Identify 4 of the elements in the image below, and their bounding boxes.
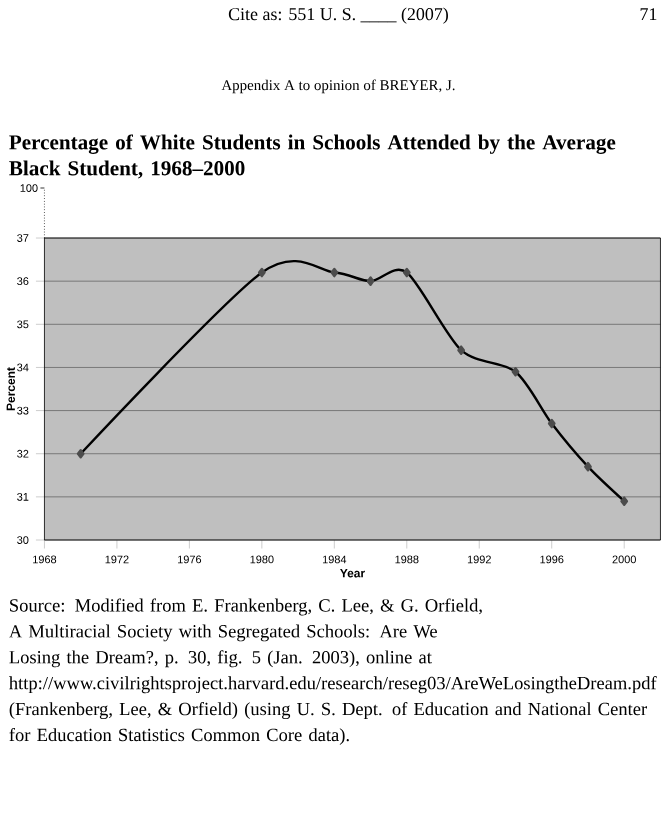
source-note: Source: Modified from E. Frankenberg, C. Lee, & G. Orfield, A Multiracial Society with Segregated Schools: Are We Losing the Dream?, p. 30, fig. 5 (Jan. 2003), online at http://www.civilrightsproject.harvard.edu/research/reseg03/AreWeLosingtheDream.pdf (Frankenberg, Lee, & Orfield) (using U. S. Dept. of Education and National Center for Education Statistics Common Core data). (8, 598, 657, 745)
text: 71 (640, 8, 657, 21)
text: Cite as: 551 U. S. ____ (2007) (228, 7, 448, 24)
chart-title: Percentage of White Students in Schools Attended by the Average Black Student, 1968–2000 (8, 134, 616, 179)
